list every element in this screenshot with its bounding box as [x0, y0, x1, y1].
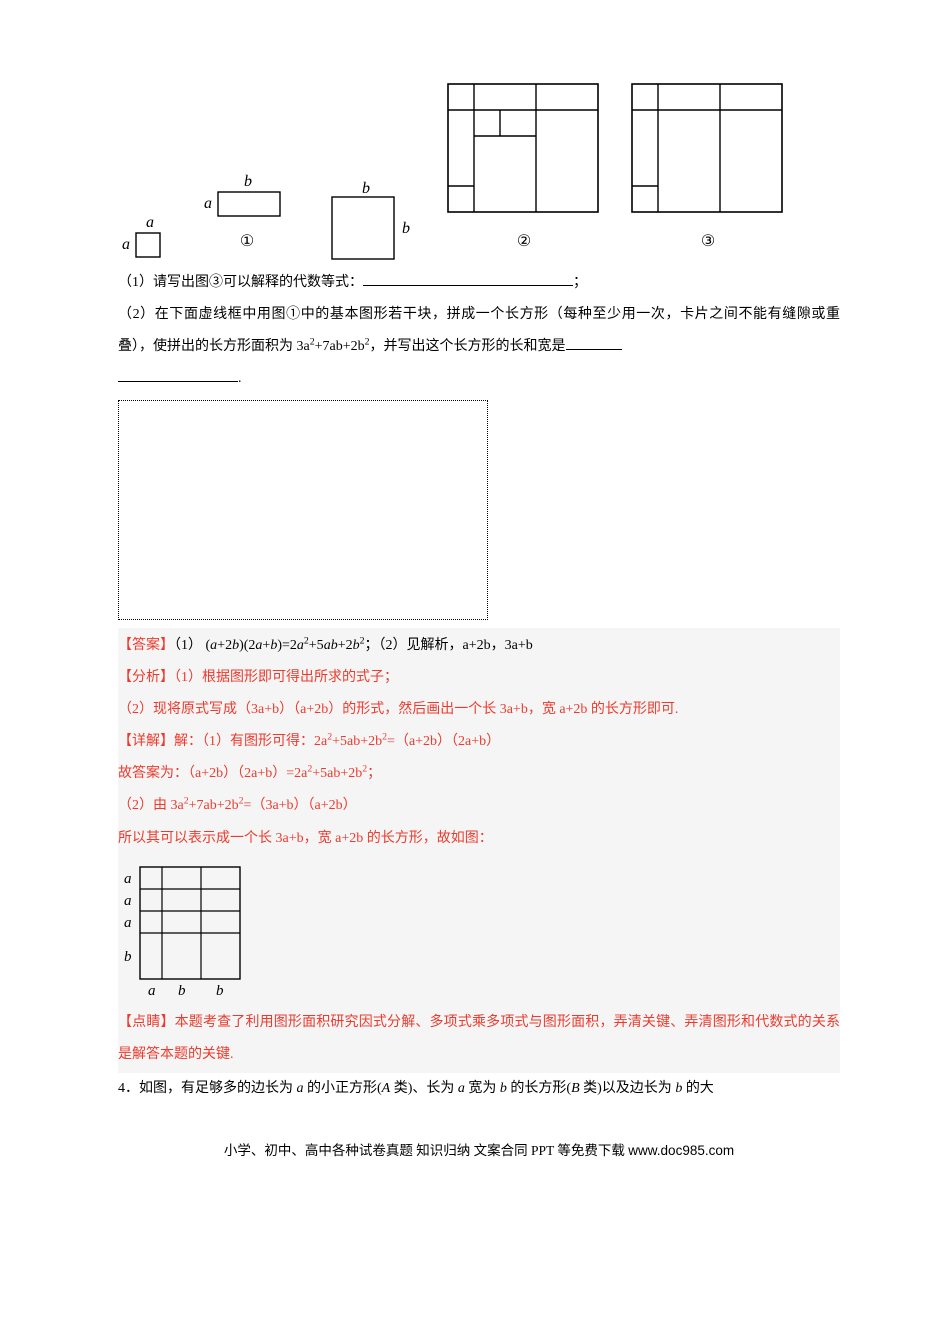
q4-m4: 的长方形(: [507, 1081, 571, 1096]
svg-text:a: a: [124, 871, 132, 887]
q1-line: （1）请写出图③可以解释的代数等式： ；: [118, 267, 840, 299]
label-a-left2: a: [204, 195, 212, 212]
q2-period: .: [238, 371, 242, 386]
detail-l2: 故答案为：（a+2b）（2a+b）=2a2+5ab+2b2；: [118, 758, 840, 790]
q4-a1: a: [297, 1081, 304, 1096]
detail-l4: 所以其可以表示成一个长 3a+b，宽 a+2b 的长方形，故如图：: [118, 823, 840, 855]
q4-m1: 的小正方形(: [304, 1081, 382, 1096]
answer-line: 【答案】（1） (a+2b)(2a+b)=2a2+5ab+2b2；（2）见解析，…: [118, 630, 840, 662]
q4-suffix: 的大: [682, 1081, 714, 1096]
q1-suffix: ；: [573, 275, 587, 290]
svg-text:b: b: [178, 983, 186, 999]
fig-composite-2: ②: [444, 80, 604, 261]
d-l3c: =（3a+b）（a+2b）: [244, 798, 357, 813]
d-l3a: （2）由 3a: [118, 798, 184, 813]
svg-text:b: b: [124, 949, 132, 965]
fig-label-3: ③: [628, 224, 788, 261]
analysis-tag: 【分析】: [118, 670, 174, 685]
label-b-right: b: [402, 220, 410, 237]
q1-blank: [363, 272, 573, 286]
page-content: a a b a ① b b: [0, 0, 950, 1206]
analysis-t1: （1）根据图形即可得出所求的式子；: [174, 670, 398, 685]
q4-prefix: 4．如图，有足够多的边长为: [118, 1081, 297, 1096]
ans-var-b3: b: [331, 638, 338, 653]
svg-text:a: a: [148, 983, 156, 999]
ans-b: +2: [217, 638, 232, 653]
fig-composite-3: ③: [628, 80, 788, 261]
q2-blank1: [566, 336, 622, 350]
q2-c: ，并写出这个长方形的长和宽是: [370, 339, 566, 354]
detail-tag: 【详解】: [118, 734, 174, 749]
svg-text:b: b: [216, 983, 224, 999]
label-b-top2: b: [362, 181, 370, 197]
label-b-top: b: [244, 173, 252, 190]
ans-e: )=2: [277, 638, 297, 653]
d-l1b: +5ab+2b: [332, 734, 382, 749]
footer-text: 小学、初中、高中各种试卷真题 知识归纳 文案合同 PPT 等免费下载: [224, 1143, 628, 1158]
q4-b1: b: [500, 1081, 507, 1096]
ans-a: （1） (: [174, 638, 210, 653]
detail-l1: 【详解】解：（1）有图形可得：2a2+5ab+2b2=（a+2b）（2a+b）: [118, 726, 840, 758]
q2-line: （2）在下面虚线框中用图①中的基本图形若干块，拼成一个长方形（每种至少用一次，卡…: [118, 299, 840, 396]
ans-var-b4: b: [353, 638, 360, 653]
ans-h: ；（2）见解析，a+2b，3a+b: [365, 638, 533, 653]
q4-m3: 宽为: [465, 1081, 500, 1096]
comment-tag: 【点睛】: [118, 1015, 175, 1030]
dashed-work-box: [118, 400, 488, 620]
comment-line: 【点睛】本题考查了利用图形面积研究因式分解、多项式乘多项式与图形面积，弄清关键、…: [118, 1007, 840, 1071]
ans-var-a4: a: [324, 638, 331, 653]
d-l3b: +7ab+2b: [189, 798, 239, 813]
analysis-line1: 【分析】（1）根据图形即可得出所求的式子；: [118, 662, 840, 694]
ans-c: )(2: [239, 638, 255, 653]
answer-section: 【答案】（1） (a+2b)(2a+b)=2a2+5ab+2b2；（2）见解析，…: [118, 628, 840, 1074]
detail-l3: （2）由 3a2+7ab+2b2=（3a+b）（a+2b）: [118, 790, 840, 822]
fig-label-1: ①: [200, 224, 294, 261]
q4-m5: 类)以及边长为: [580, 1081, 676, 1096]
q4-B: B: [571, 1081, 580, 1096]
answer-tag: 【答案】: [118, 638, 174, 653]
solution-grid: a a a b a b b: [118, 861, 840, 1001]
d-l2a: 故答案为：（a+2b）（2a+b）=2a: [118, 766, 307, 781]
comment-text: 本题考查了利用图形面积研究因式分解、多项式乘多项式与图形面积，弄清关键、弄清图形…: [118, 1015, 840, 1062]
analysis-line2: （2）现将原式写成（3a+b）（a+2b）的形式，然后画出一个长 3a+b，宽 …: [118, 694, 840, 726]
d-l2b: +5ab+2b: [312, 766, 362, 781]
ans-f: +5: [309, 638, 324, 653]
q4-A: A: [382, 1081, 391, 1096]
fig-label-2: ②: [444, 224, 604, 261]
svg-text:a: a: [124, 893, 132, 909]
q2-blank2: [118, 368, 238, 382]
d-l1c: =（a+2b）（2a+b）: [387, 734, 500, 749]
q2-b: +7ab+2b: [315, 339, 365, 354]
label-a-top: a: [146, 214, 154, 231]
q1-prefix: （1）请写出图③可以解释的代数等式：: [118, 275, 363, 290]
svg-text:a: a: [124, 915, 132, 931]
q4-m2: 类)、长为: [390, 1081, 458, 1096]
ans-g: +2: [338, 638, 353, 653]
d-l2c: ；: [367, 766, 381, 781]
q4-line: 4．如图，有足够多的边长为 a 的小正方形(A 类)、长为 a 宽为 b 的长方…: [118, 1073, 840, 1105]
q4-a2: a: [458, 1081, 465, 1096]
fig-square-b: b b: [324, 181, 416, 261]
figures-row: a a b a ① b b: [118, 80, 840, 261]
page-footer: 小学、初中、高中各种试卷真题 知识归纳 文案合同 PPT 等免费下载 www.d…: [118, 1135, 840, 1166]
label-a-left: a: [122, 236, 130, 253]
fig-rect-ab: b a ①: [200, 172, 294, 261]
fig-small-square-a: a a: [118, 213, 176, 261]
ans-var-a3: a: [297, 638, 304, 653]
d-l1a: 解：（1）有图形可得：2a: [174, 734, 327, 749]
footer-url: www.doc985.com: [628, 1143, 734, 1158]
